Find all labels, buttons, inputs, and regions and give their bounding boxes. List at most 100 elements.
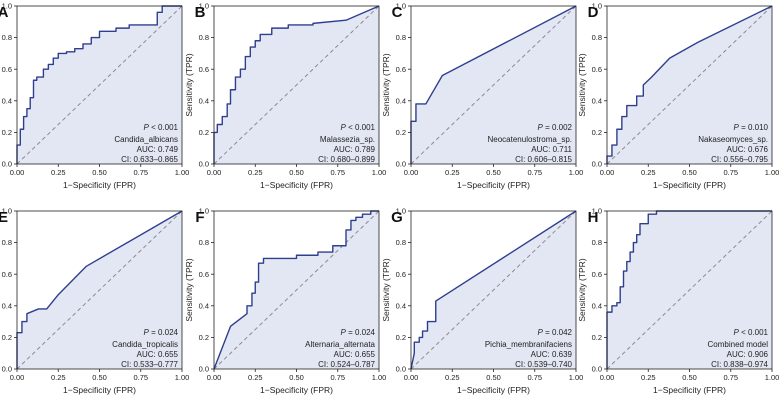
p-value-text: = 0.010: [739, 123, 769, 132]
y-tick-label: 0.2: [396, 333, 406, 342]
y-tick-label: 0.6: [592, 65, 602, 74]
p-value: P = 0.024: [144, 328, 179, 337]
ci-value: CI: 0.539–0.740: [515, 360, 572, 369]
x-tick-label: 0.50: [486, 373, 501, 382]
species-name: Nakaseomyces_sp.: [698, 135, 768, 144]
y-tick-label: 0.8: [396, 238, 406, 247]
p-symbol: P: [538, 123, 544, 132]
y-tick-label: 0.6: [396, 270, 406, 279]
panel-e: 0.00 0.25 0.50 0.75 1.00 0.0 0.2 0.4 0.6 0.8 1.0 1−…: [0, 207, 189, 395]
y-tick-label: 0.2: [592, 128, 602, 137]
x-tick-label: 0.25: [51, 373, 66, 382]
roc-curve: [16, 5, 182, 164]
p-value-text: = 0.042: [543, 328, 573, 337]
y-tick-label: 0.4: [592, 301, 602, 310]
y-tick-label: 0.8: [199, 33, 209, 42]
y-tick-label: 1.0: [592, 207, 602, 216]
x-tick-label: 0.00: [10, 168, 25, 177]
x-tick-label: 0.50: [289, 373, 304, 382]
ci-value: CI: 0.533–0.777: [121, 360, 178, 369]
p-symbol: P: [144, 328, 150, 337]
auc-value: AUC: 0.676: [727, 145, 769, 154]
x-tick-label: 1.00: [765, 373, 780, 382]
species-name: Pichia_membranifaciens: [485, 340, 572, 349]
y-tick-label: 0.2: [396, 128, 406, 137]
roc-curve: [606, 5, 773, 164]
roc-curve: [213, 210, 379, 370]
x-axis-title: 1−Specificity (FPR): [63, 385, 136, 395]
x-tick-label: 0.00: [600, 168, 615, 177]
auc-value: AUC: 0.789: [334, 145, 376, 154]
y-tick-label: 0.6: [2, 65, 12, 74]
species-name: Neocatenulostroma_sp.: [488, 135, 573, 144]
species-name: Alternaria_alternata: [305, 340, 375, 349]
ci-value: CI: 0.524–0.787: [318, 360, 375, 369]
p-symbol: P: [341, 328, 347, 337]
y-axis-title: Sensitivity (TPR): [184, 53, 194, 116]
y-tick-label: 0.0: [199, 160, 209, 169]
y-tick-label: 0.8: [2, 238, 12, 247]
species-name: Malassezia_sp.: [320, 135, 375, 144]
ci-value: CI: 0.556–0.795: [711, 155, 768, 164]
y-axis-title: Sensitivity (TPR): [577, 53, 587, 116]
panel-letter: C: [392, 4, 403, 21]
p-symbol: P: [734, 123, 740, 132]
roc-curve: [606, 210, 772, 369]
p-value: P = 0.024: [341, 328, 376, 337]
x-tick-label: 0.75: [133, 168, 148, 177]
x-tick-label: 0.75: [723, 168, 738, 177]
y-tick-label: 0.6: [592, 270, 602, 279]
auc-value: AUC: 0.906: [727, 350, 769, 359]
reference-diagonal: [16, 5, 183, 165]
x-axis-title: 1−Specificity (FPR): [457, 385, 530, 395]
y-tick-label: 0.0: [2, 160, 12, 169]
p-value: P = 0.002: [538, 123, 573, 132]
auc-value: AUC: 0.711: [531, 145, 572, 154]
x-tick-label: 0.50: [682, 168, 697, 177]
panel-g: 0.00 0.25 0.50 0.75 1.00 0.0 0.2 0.4 0.6 0.8 1.0 1−…: [381, 207, 583, 395]
x-tick-label: 0.25: [248, 168, 263, 177]
y-tick-label: 0.4: [199, 301, 209, 310]
y-tick-label: 0.0: [396, 160, 406, 169]
x-tick-label: 0.75: [330, 373, 345, 382]
x-axis-title: 1−Specificity (FPR): [457, 180, 530, 190]
y-tick-label: 0.8: [396, 33, 406, 42]
y-tick-label: 0.8: [199, 238, 209, 247]
x-tick-label: 0.50: [92, 168, 107, 177]
x-tick-label: 0.00: [600, 373, 615, 382]
roc-curve: [213, 5, 380, 164]
reference-diagonal: [410, 210, 577, 370]
y-axis-title: Sensitivity (TPR): [381, 53, 391, 116]
panel-letter: B: [195, 4, 206, 21]
y-tick-label: 1.0: [396, 2, 406, 11]
auc-value: AUC: 0.749: [137, 145, 179, 154]
y-tick-label: 0.8: [592, 238, 602, 247]
ci-value: CI: 0.680–0.899: [318, 155, 375, 164]
y-tick-label: 1.0: [396, 207, 406, 216]
x-tick-label: 0.25: [641, 168, 656, 177]
x-tick-label: 1.00: [372, 168, 387, 177]
y-tick-label: 0.6: [199, 270, 209, 279]
p-value: P = 0.010: [734, 123, 769, 132]
y-tick-label: 0.0: [199, 365, 209, 374]
p-symbol: P: [538, 328, 544, 337]
y-tick-label: 0.6: [396, 65, 406, 74]
y-tick-label: 0.4: [396, 301, 406, 310]
y-tick-label: 0.2: [199, 333, 209, 342]
x-tick-label: 0.00: [207, 168, 222, 177]
y-tick-label: 0.0: [592, 160, 602, 169]
reference-diagonal: [606, 5, 773, 165]
y-tick-label: 0.4: [2, 301, 12, 310]
p-value: P = 0.042: [538, 328, 573, 337]
ci-value: CI: 0.838–0.974: [711, 360, 768, 369]
roc-curve: [410, 210, 577, 370]
x-tick-label: 0.25: [641, 373, 656, 382]
species-name: Candida_albicans: [114, 135, 178, 144]
x-tick-label: 1.00: [569, 168, 584, 177]
x-tick-label: 0.75: [527, 373, 542, 382]
x-axis-title: 1−Specificity (FPR): [63, 180, 136, 190]
x-axis-title: 1−Specificity (FPR): [653, 180, 726, 190]
p-value: P < 0.001: [144, 123, 179, 132]
y-tick-label: 1.0: [2, 2, 12, 11]
y-axis-title: Sensitivity (TPR): [381, 258, 391, 321]
